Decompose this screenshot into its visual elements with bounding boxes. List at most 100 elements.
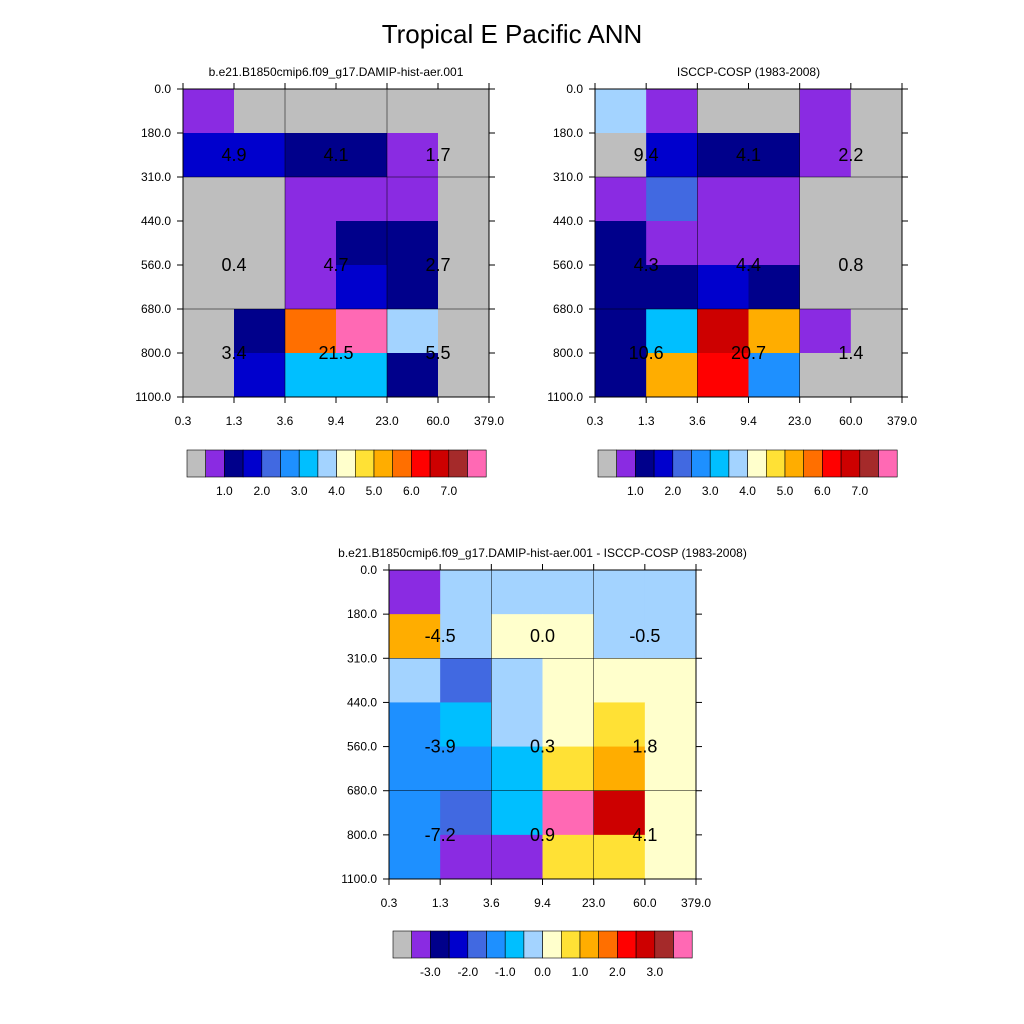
colorbar-swatch [822,449,842,478]
heatmap-cell [799,353,852,398]
heatmap-cell [234,221,286,266]
cell-value-label: 20.7 [731,343,766,363]
cell-value-label: 4.4 [736,255,761,275]
heatmap-cell [336,265,388,310]
cell-value-label: 1.8 [632,737,657,757]
colorbar-swatch [635,930,656,959]
heatmap-cell [440,834,492,880]
x-tick-label: 23.0 [582,896,606,910]
colorbar-label: 1.0 [572,965,589,979]
colorbar-swatch [354,449,375,478]
colorbar-label: 2.0 [609,965,626,979]
heatmap-cell [440,614,492,659]
cell-value-label: 1.4 [838,343,863,363]
colorbar-swatch [653,449,674,478]
heatmap-cell [593,614,646,659]
heatmap-cell [285,133,337,178]
y-tick-label: 310.0 [141,170,171,184]
heatmap-cell [491,746,543,792]
heatmap-cell [850,353,903,398]
colorbar-swatch [504,930,525,959]
cell-value-label: 4.1 [736,145,761,165]
x-tick-label: 23.0 [788,414,812,428]
cell-value-label: 4.7 [323,255,348,275]
heatmap-cell [850,177,903,222]
heatmap-cell [183,133,235,178]
heatmap-cell [285,221,337,266]
y-tick-label: 560.0 [347,740,377,754]
cell-value-label: 10.6 [629,343,664,363]
heatmap-cell [438,89,490,134]
heatmap-cell [697,89,749,134]
colorbar-label: -3.0 [420,965,441,979]
colorbar-swatch [523,930,543,959]
colorbar-swatch [392,930,413,959]
heatmap-cell [389,570,441,615]
y-tick-label: 310.0 [347,651,377,665]
heatmap-cell [799,309,852,354]
heatmap-cell [183,353,235,398]
heatmap-cell [387,221,439,266]
heatmap-cell [644,570,697,615]
heatmap-cell [336,133,388,178]
colorbar-label: 2.0 [664,484,681,498]
heatmap-cell [234,133,286,178]
heatmap-cell [491,702,543,748]
heatmap-cell [389,834,441,880]
colorbar-label: 6.0 [814,484,831,498]
heatmap-cell [389,702,441,748]
colorbar-label: 4.0 [328,484,345,498]
heatmap-cell [438,221,490,266]
colorbar-swatch [878,449,898,478]
colorbar-swatch [373,449,394,478]
heatmap-cell [850,265,903,310]
x-tick-label: 1.3 [638,414,655,428]
heatmap-cell [748,309,801,354]
colorbar: 1.0 2.0 3.0 4.0 5.0 6.0 7.0 [597,449,898,498]
heatmap-cell [595,221,647,266]
heatmap-cell [183,177,235,222]
colorbar-swatch [392,449,412,478]
colorbar-label: 1.0 [627,484,644,498]
heatmap-cell [387,353,439,398]
heatmap-cell [542,746,595,792]
x-tick-label: 9.4 [534,896,551,910]
heatmap-cell [644,658,697,703]
x-tick-label: 0.3 [587,414,604,428]
cell-value-label: 4.9 [221,145,246,165]
colorbar-label: 5.0 [366,484,383,498]
heatmap-cell [389,614,441,659]
x-tick-label: 9.4 [328,414,345,428]
heatmap-cell [697,353,749,398]
cell-value-label: 2.7 [425,255,450,275]
heatmap-cell [389,790,441,836]
colorbar-swatch [336,449,356,478]
colorbar-swatch [672,449,692,478]
heatmap-cell [438,265,490,310]
y-tick-label: 180.0 [347,607,377,621]
cell-value-label: 4.1 [632,825,657,845]
cell-value-label: 3.4 [221,343,246,363]
colorbar-swatch [261,449,281,478]
panel-title: b.e21.B1850cmip6.f09_g17.DAMIP-hist-aer.… [209,65,464,79]
colorbar-swatch [747,449,767,478]
x-tick-label: 60.0 [839,414,863,428]
colorbar-swatch [673,930,693,959]
heatmap-cell [850,309,903,354]
colorbar-swatch [486,930,506,959]
heatmap-cell [491,834,543,880]
heatmap-cell [440,702,492,748]
x-tick-label: 0.3 [175,414,192,428]
colorbar-label: 7.0 [440,484,457,498]
heatmap-cell [646,221,698,266]
heatmap-cell [593,834,646,880]
heatmap-cell [183,309,235,354]
heatmap-cell [644,702,697,748]
colorbar-swatch [429,449,450,478]
heatmap-cell [697,309,749,354]
colorbar-label: -2.0 [457,965,478,979]
heatmap-cell [646,309,698,354]
colorbar-swatch [709,449,730,478]
heatmap-cell [697,265,749,310]
